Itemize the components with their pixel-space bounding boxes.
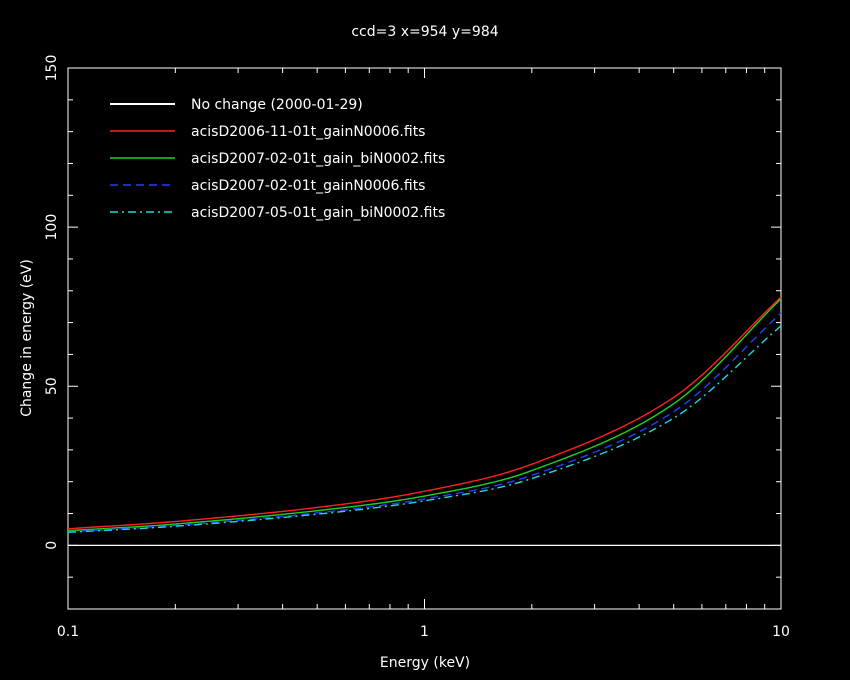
y-tick-label: 100 — [44, 214, 60, 241]
x-tick-label: 10 — [772, 624, 790, 640]
plot-frame — [67, 67, 782, 610]
legend-label-2: acisD2006-11-01t_gainN0006.fits — [191, 124, 425, 140]
series-line-4 — [67, 312, 782, 533]
legend: No change (2000-01-29) acisD2006-11-01t_g… — [110, 97, 445, 221]
legend-label-3: acisD2007-02-01t_gain_biN0002.fits — [191, 151, 445, 167]
series-line-3 — [67, 298, 782, 532]
legend-label-4: acisD2007-02-01t_gainN0006.fits — [191, 178, 425, 194]
series-lines — [67, 296, 782, 546]
x-tick-label: 0.1 — [57, 624, 79, 640]
axis-ticks — [67, 67, 782, 610]
y-tick-label: 150 — [44, 55, 60, 82]
series-line-5 — [67, 325, 782, 534]
legend-label-5: acisD2007-05-01t_gain_biN0002.fits — [191, 205, 445, 221]
y-tick-label: 50 — [44, 377, 60, 395]
x-axis-tick-labels: 0.1 1 10 — [57, 624, 790, 640]
x-axis-label: Energy (keV) — [380, 655, 470, 671]
y-axis-label: Change in energy (eV) — [19, 259, 35, 417]
chart-title: ccd=3 x=954 y=984 — [351, 24, 498, 40]
y-axis-tick-labels: 0 50 100 150 — [44, 55, 60, 550]
legend-label-1: No change (2000-01-29) — [191, 97, 363, 113]
series-line-2 — [67, 296, 782, 530]
x-tick-label: 1 — [420, 624, 429, 640]
y-tick-label: 0 — [44, 541, 60, 550]
